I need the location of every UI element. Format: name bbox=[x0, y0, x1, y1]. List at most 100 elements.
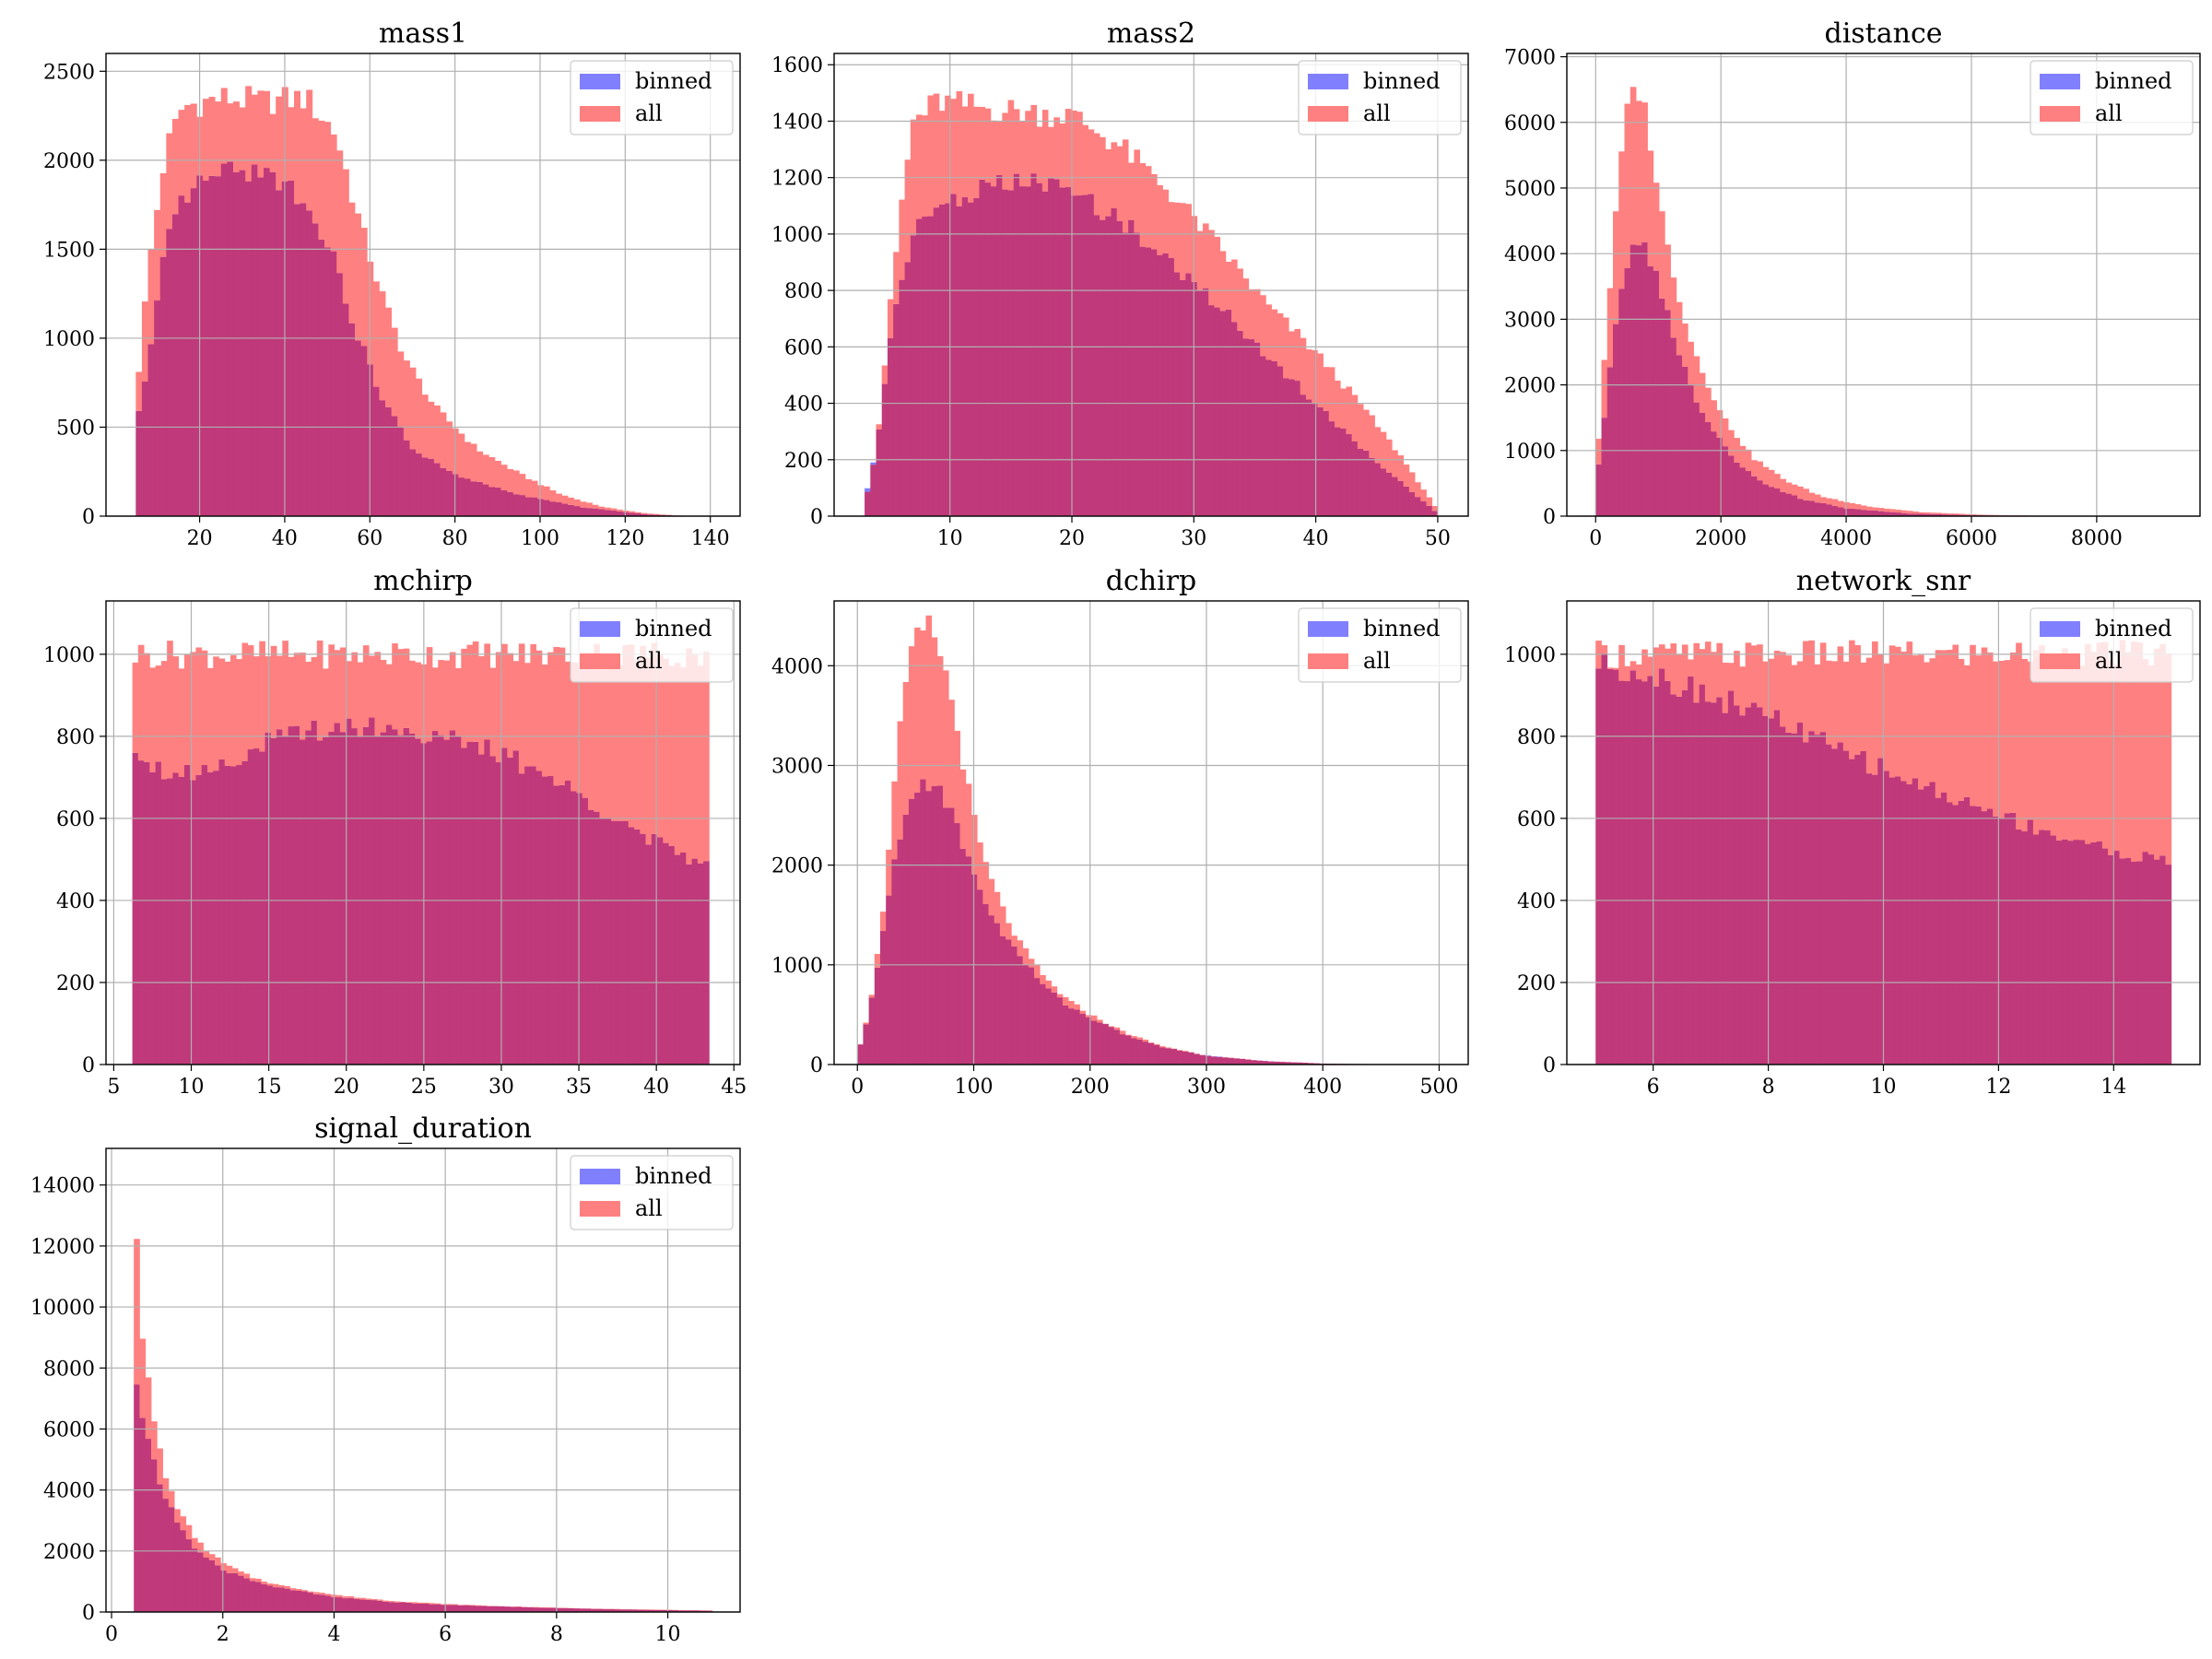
bin-binned-65 bbox=[531, 497, 538, 516]
bin-all-39 bbox=[372, 281, 380, 387]
bin-binned-46 bbox=[399, 1602, 406, 1612]
bin-all-7 bbox=[897, 721, 904, 840]
bin-all-13 bbox=[931, 637, 938, 786]
y-tick-label: 1000 bbox=[771, 224, 823, 247]
bin-all-93 bbox=[2131, 641, 2137, 863]
bin-binned-81 bbox=[629, 512, 636, 516]
bin-all-62 bbox=[1952, 513, 1959, 515]
bin-binned-21 bbox=[254, 1582, 262, 1612]
bin-binned-59 bbox=[1935, 797, 1942, 1065]
bin-binned-76 bbox=[1290, 1062, 1297, 1065]
bin-binned-93 bbox=[2131, 862, 2137, 1065]
bin-binned-66 bbox=[1242, 338, 1250, 516]
bin-all-89 bbox=[1374, 427, 1382, 464]
bin-all-77 bbox=[576, 663, 583, 794]
bin-binned-25 bbox=[278, 1587, 285, 1612]
bin-all-54 bbox=[1165, 1047, 1171, 1049]
bin-all-27 bbox=[1751, 460, 1758, 477]
bin-binned-84 bbox=[2078, 840, 2086, 1065]
bin-binned-57 bbox=[482, 484, 489, 516]
bin-binned-15 bbox=[950, 194, 957, 516]
bin-all-28 bbox=[1025, 111, 1031, 187]
bin-all-9 bbox=[190, 103, 197, 189]
bin-all-23 bbox=[996, 122, 1003, 175]
x-tick-label: 20 bbox=[1059, 527, 1085, 550]
bin-binned-62 bbox=[1210, 1056, 1218, 1065]
bin-all-95 bbox=[680, 667, 687, 853]
bin-all-52 bbox=[1894, 646, 1901, 777]
bin-all-99 bbox=[1431, 505, 1439, 512]
bin-all-48 bbox=[411, 1602, 418, 1604]
bin-all-3 bbox=[1613, 211, 1619, 324]
bin-all-69 bbox=[1993, 514, 2000, 516]
bin-binned-5 bbox=[1624, 267, 1631, 516]
bin-all-11 bbox=[920, 630, 926, 780]
bin-all-97 bbox=[2154, 648, 2160, 860]
bin-binned-45 bbox=[1122, 232, 1129, 517]
bin-binned-82 bbox=[1334, 427, 1341, 516]
bin-binned-88 bbox=[642, 1609, 650, 1612]
bin-binned-77 bbox=[2039, 830, 2045, 1065]
bin-binned-37 bbox=[1077, 195, 1083, 516]
bin-all-78 bbox=[1312, 349, 1318, 405]
bin-all-39 bbox=[1079, 1010, 1087, 1014]
bin-all-5 bbox=[893, 252, 900, 304]
bin-binned-89 bbox=[645, 844, 653, 1065]
bin-binned-22 bbox=[259, 751, 265, 1065]
bin-binned-4 bbox=[879, 931, 887, 1065]
bin-binned-81 bbox=[2062, 839, 2068, 1065]
y-tick-label: 1600 bbox=[771, 54, 823, 77]
bin-all-79 bbox=[1317, 353, 1324, 407]
bin-all-92 bbox=[663, 658, 669, 843]
bin-binned-55 bbox=[1180, 280, 1186, 516]
bin-all-52 bbox=[1153, 1043, 1160, 1045]
bin-all-53 bbox=[438, 660, 444, 735]
bin-binned-48 bbox=[1139, 246, 1147, 516]
bin-all-77 bbox=[604, 507, 611, 511]
bin-binned-31 bbox=[1041, 191, 1049, 516]
bin-binned-85 bbox=[625, 1609, 632, 1612]
bin-all-47 bbox=[1866, 506, 1873, 511]
bin-binned-86 bbox=[630, 1609, 638, 1612]
bin-binned-27 bbox=[1011, 946, 1018, 1065]
bin-all-61 bbox=[1214, 236, 1221, 308]
bin-binned-39 bbox=[372, 386, 380, 516]
bin-binned-18 bbox=[236, 765, 242, 1065]
bin-binned-65 bbox=[507, 757, 513, 1065]
bin-binned-19 bbox=[251, 164, 258, 516]
bin-binned-76 bbox=[571, 791, 577, 1065]
bin-binned-44 bbox=[1849, 759, 1855, 1065]
bin-binned-1 bbox=[870, 465, 877, 516]
bin-binned-2 bbox=[144, 761, 150, 1065]
bin-binned-64 bbox=[524, 497, 532, 516]
bin-binned-53 bbox=[1900, 781, 1907, 1065]
bin-binned-2 bbox=[1606, 367, 1614, 516]
bin-binned-23 bbox=[276, 190, 283, 516]
bin-all-1 bbox=[863, 1022, 870, 1025]
bin-all-3 bbox=[154, 209, 161, 301]
bin-binned-84 bbox=[646, 514, 653, 516]
bin-all-42 bbox=[1837, 646, 1844, 743]
bin-binned-49 bbox=[433, 463, 441, 516]
x-tick-label: 10 bbox=[655, 1623, 681, 1646]
x-tick-label: 40 bbox=[1303, 527, 1329, 550]
bin-binned-17 bbox=[954, 823, 960, 1065]
y-tick-label: 2000 bbox=[43, 1541, 95, 1564]
bin-all-57 bbox=[1182, 1051, 1189, 1053]
bin-binned-80 bbox=[594, 811, 600, 1065]
bin-binned-52 bbox=[1162, 253, 1170, 516]
bin-all-6 bbox=[899, 199, 906, 280]
bin-binned-91 bbox=[657, 837, 664, 1065]
bin-all-79 bbox=[587, 664, 594, 810]
bin-binned-59 bbox=[1936, 513, 1942, 516]
bin-all-30 bbox=[1036, 126, 1043, 183]
bin-all-20 bbox=[247, 645, 254, 750]
bin-binned-57 bbox=[1924, 513, 1931, 516]
bin-binned-20 bbox=[1711, 702, 1717, 1065]
bin-all-47 bbox=[1134, 149, 1140, 233]
bin-binned-78 bbox=[584, 1608, 592, 1612]
bin-binned-1 bbox=[863, 1024, 870, 1065]
bin-all-26 bbox=[1006, 923, 1012, 940]
bin-all-45 bbox=[392, 643, 398, 730]
bin-all-27 bbox=[289, 1588, 297, 1591]
